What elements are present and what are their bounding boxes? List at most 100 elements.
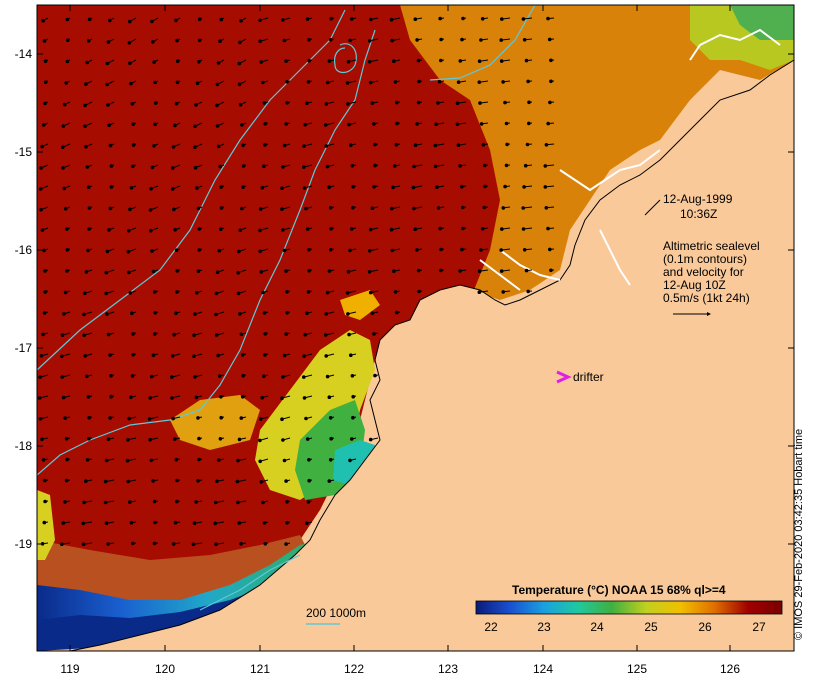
velocity-arrow-head xyxy=(549,268,553,273)
lat-tick-label: -19 xyxy=(15,537,33,551)
velocity-arrow-head xyxy=(131,332,135,336)
velocity-arrow-head xyxy=(549,79,553,84)
colorbar-tick-label: 23 xyxy=(537,620,551,634)
velocity-arrow-head xyxy=(347,332,351,337)
velocity-arrow-head xyxy=(499,248,504,252)
ne-green-patch xyxy=(730,5,794,40)
velocity-arrow-head xyxy=(480,17,485,21)
velocity-arrow-head xyxy=(40,228,45,232)
velocity-arrow-head xyxy=(108,18,112,23)
velocity-arrow-head xyxy=(128,207,132,212)
velocity-arrow-head xyxy=(173,123,177,128)
velocity-arrow-head xyxy=(218,164,222,169)
velocity-arrow-head xyxy=(104,270,109,275)
velocity-arrow-head xyxy=(263,542,268,546)
velocity-arrow-head xyxy=(83,124,87,128)
velocity-arrow-head xyxy=(368,290,373,295)
velocity-arrow-head xyxy=(417,79,421,84)
info-line: Altimetric sealevel xyxy=(663,239,760,253)
velocity-arrow-head xyxy=(325,374,330,379)
velocity-arrow-head xyxy=(458,59,463,63)
velocity-arrow-head xyxy=(500,227,504,231)
velocity-arrow-head xyxy=(327,269,332,273)
velocity-arrow-head xyxy=(61,124,66,128)
velocity-arrow-head xyxy=(544,143,549,147)
velocity-arrow-head xyxy=(525,142,530,147)
velocity-arrow-head xyxy=(302,375,306,379)
velocity-arrow-head xyxy=(65,59,70,64)
velocity-arrow-head xyxy=(416,100,421,105)
colorbar-tick-label: 27 xyxy=(752,620,766,634)
velocity-arrow-head xyxy=(370,206,375,210)
velocity-arrow-head xyxy=(416,58,421,63)
velocity-arrow-head xyxy=(284,269,288,273)
velocity-arrow-head xyxy=(324,354,329,358)
velocity-arrow-head xyxy=(460,184,464,189)
velocity-arrow-head xyxy=(367,270,372,274)
velocity-arrow-head xyxy=(524,58,529,63)
velocity-arrow-head xyxy=(477,80,482,84)
velocity-arrow-head xyxy=(305,17,310,21)
info-line: (0.1m contours) xyxy=(663,252,747,266)
velocity-arrow-head xyxy=(215,103,219,108)
velocity-arrow-head xyxy=(395,121,399,126)
velocity-arrow-head xyxy=(263,332,268,336)
velocity-arrow-head xyxy=(194,395,199,400)
velocity-arrow-head xyxy=(328,206,333,210)
velocity-arrow-head xyxy=(505,142,509,147)
velocity-arrow-head xyxy=(345,291,350,295)
velocity-arrow-head xyxy=(307,58,312,63)
velocity-arrow-head xyxy=(546,16,550,21)
velocity-arrow-head xyxy=(126,228,131,233)
velocity-arrow-head xyxy=(543,185,548,189)
velocity-arrow-head xyxy=(348,458,352,463)
lon-tick-label: 123 xyxy=(438,662,458,676)
velocity-arrow-head xyxy=(214,291,219,296)
velocity-arrow-head xyxy=(219,17,224,22)
velocity-arrow-head xyxy=(258,39,263,44)
velocity-arrow-head xyxy=(372,185,376,189)
plot-frame xyxy=(36,4,795,652)
velocity-arrow-head xyxy=(130,102,135,106)
velocity-arrow-head xyxy=(129,395,133,400)
velocity-arrow-head xyxy=(284,332,289,336)
lon-tick-label: 125 xyxy=(627,662,647,676)
velocity-arrow-head xyxy=(214,333,219,337)
velocity-arrow-head xyxy=(194,500,198,504)
velocity-arrow-head xyxy=(108,416,112,420)
velocity-arrow-head xyxy=(390,248,395,253)
velocity-arrow-head xyxy=(236,270,240,275)
velocity-arrow-head xyxy=(152,499,157,504)
velocity-arrow-head xyxy=(127,270,131,275)
velocity-arrow-head xyxy=(42,39,47,43)
velocity-arrow-head xyxy=(262,164,266,168)
velocity-arrow-head xyxy=(389,17,394,22)
velocity-arrow-head xyxy=(66,38,70,43)
velocity-arrow-head xyxy=(370,101,375,105)
velocity-arrow-head xyxy=(83,291,87,296)
velocity-arrow-head xyxy=(107,228,111,232)
velocity-arrow-head xyxy=(39,354,44,358)
date-label: 12-Aug-1999 xyxy=(663,192,733,206)
velocity-arrow-head xyxy=(238,102,243,107)
velocity-arrow-head xyxy=(197,38,202,43)
velocity-arrow-head xyxy=(434,122,439,127)
velocity-arrow-head xyxy=(153,101,158,105)
velocity-arrow-head xyxy=(391,185,395,190)
velocity-arrow-head xyxy=(43,101,47,106)
velocity-arrow-head xyxy=(106,542,110,546)
velocity-arrow-head xyxy=(417,289,421,294)
velocity-arrow-head xyxy=(216,61,221,65)
velocity-arrow-head xyxy=(302,396,307,400)
velocity-arrow-head xyxy=(40,437,44,442)
velocity-arrow-head xyxy=(42,311,47,315)
velocity-arrow-head xyxy=(351,205,355,210)
velocity-arrow-head xyxy=(41,458,46,462)
velocity-arrow-head xyxy=(302,165,306,169)
velocity-arrow-head xyxy=(65,17,70,22)
velocity-arrow-head xyxy=(435,185,439,189)
velocity-arrow-head xyxy=(395,100,399,105)
velocity-arrow-head xyxy=(281,18,285,22)
velocity-arrow-head xyxy=(175,80,180,85)
